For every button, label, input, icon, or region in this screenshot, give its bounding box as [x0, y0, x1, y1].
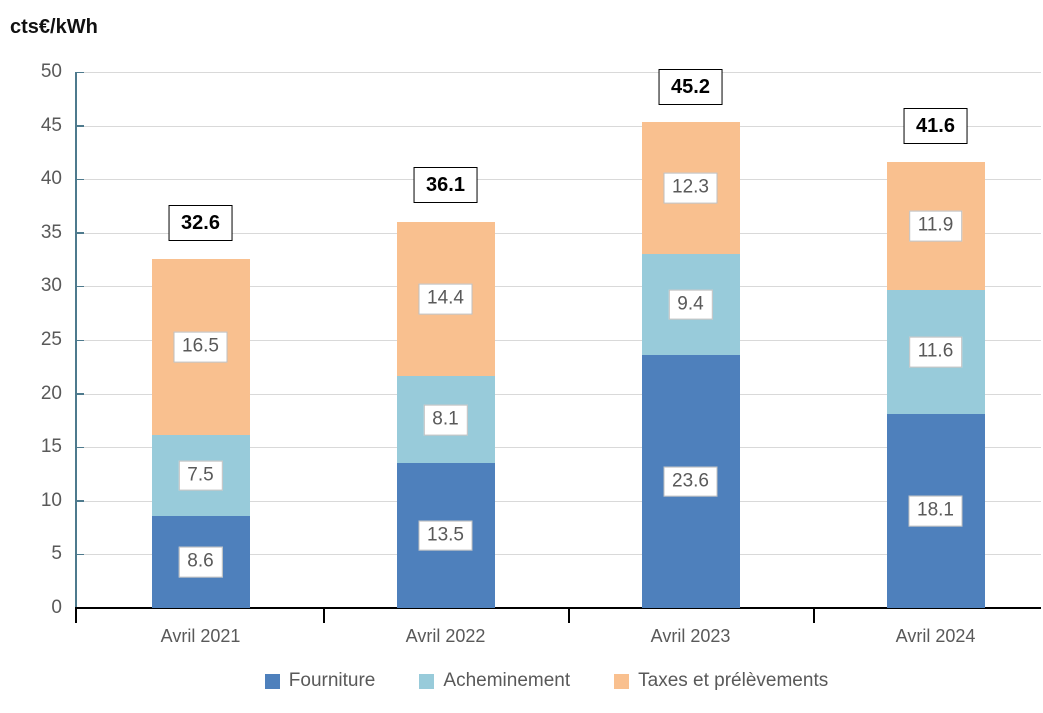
legend-item-taxes-et-pr-l-vements: Taxes et prélèvements: [614, 670, 828, 692]
legend-swatch-icon: [614, 673, 630, 689]
segment-value-label: 12.3: [663, 172, 718, 204]
y-tick-label: 0: [51, 597, 62, 618]
y-axis-tick: [75, 553, 84, 556]
total-value-label: 32.6: [168, 204, 233, 241]
legend-label: Fourniture: [288, 670, 376, 691]
x-axis-line: [75, 607, 1041, 609]
segment-value-label: 23.6: [663, 466, 718, 497]
y-axis-tick: [75, 178, 84, 181]
legend: Fourniture Acheminement Taxes et prélèveme…: [0, 670, 1043, 692]
gridline: [75, 447, 1041, 449]
y-axis-title: cts€/kWh: [10, 16, 98, 38]
x-axis-tick: [323, 608, 325, 623]
segment-value-label: 14.4: [418, 283, 473, 315]
y-tick-label: 50: [40, 61, 62, 82]
legend-label: Acheminement: [443, 670, 571, 691]
segment-value-label: 16.5: [173, 331, 228, 363]
gridline: [75, 286, 1041, 288]
segment-value-label: 11.9: [908, 210, 963, 242]
segment-value-label: 8.6: [178, 546, 223, 578]
y-tick-label: 25: [40, 329, 62, 350]
y-tick-label: 45: [40, 114, 62, 136]
gridline: [75, 125, 1041, 127]
y-axis-tick: [75, 232, 84, 234]
y-axis-tick: [75, 339, 84, 341]
x-axis-tick: [813, 608, 815, 623]
legend-swatch-icon: [264, 673, 280, 689]
y-tick-label: 5: [51, 543, 62, 565]
y-axis-tick: [75, 500, 84, 502]
gridline: [75, 72, 1041, 73]
gridline: [75, 554, 1041, 556]
total-value-label: 41.6: [903, 108, 968, 145]
y-axis-tick: [75, 285, 84, 288]
segment-value-label: 9.4: [668, 289, 713, 321]
segment-value-label: 7.5: [178, 460, 223, 491]
y-tick-label: 40: [40, 168, 62, 190]
y-tick-label: 30: [40, 275, 62, 297]
x-axis-tick: [568, 608, 570, 623]
x-tick-label: Avril 2023: [650, 626, 731, 646]
y-tick-label: 15: [40, 436, 62, 458]
legend-swatch-icon: [419, 673, 435, 689]
legend-item-fourniture: Fourniture: [264, 670, 376, 692]
y-axis-tick: [75, 393, 84, 395]
segment-value-label: 8.1: [423, 404, 468, 436]
legend-label: Taxes et prélèvements: [638, 670, 829, 691]
gridline: [75, 500, 1041, 502]
gridline: [75, 232, 1041, 234]
x-tick-label: Avril 2022: [405, 626, 486, 646]
segment-value-label: 13.5: [418, 520, 473, 552]
x-axis-tick: [75, 608, 77, 623]
y-axis-tick: [75, 71, 84, 73]
gridline: [75, 393, 1041, 395]
segment-value-label: 11.6: [908, 336, 963, 368]
plot-area: 8.6 7.5 16.5 32.6 13.5 8.1 14.4 36.1 23.6 9.4 12.3…: [75, 69, 1041, 623]
segment-value-label: 18.1: [908, 495, 963, 527]
x-tick-label: Avril 2021: [160, 626, 241, 646]
gridline: [75, 179, 1041, 181]
x-tick-label: Avril 2024: [895, 626, 976, 646]
y-axis-tick: [75, 446, 84, 449]
legend-item-acheminement: Acheminement: [419, 670, 570, 692]
y-tick-label: 20: [40, 382, 62, 404]
y-axis-tick: [75, 125, 84, 127]
y-tick-label: 10: [40, 489, 62, 511]
total-value-label: 36.1: [413, 167, 478, 203]
y-tick-label: 35: [40, 221, 62, 243]
total-value-label: 45.2: [658, 69, 723, 106]
gridline: [75, 340, 1041, 341]
